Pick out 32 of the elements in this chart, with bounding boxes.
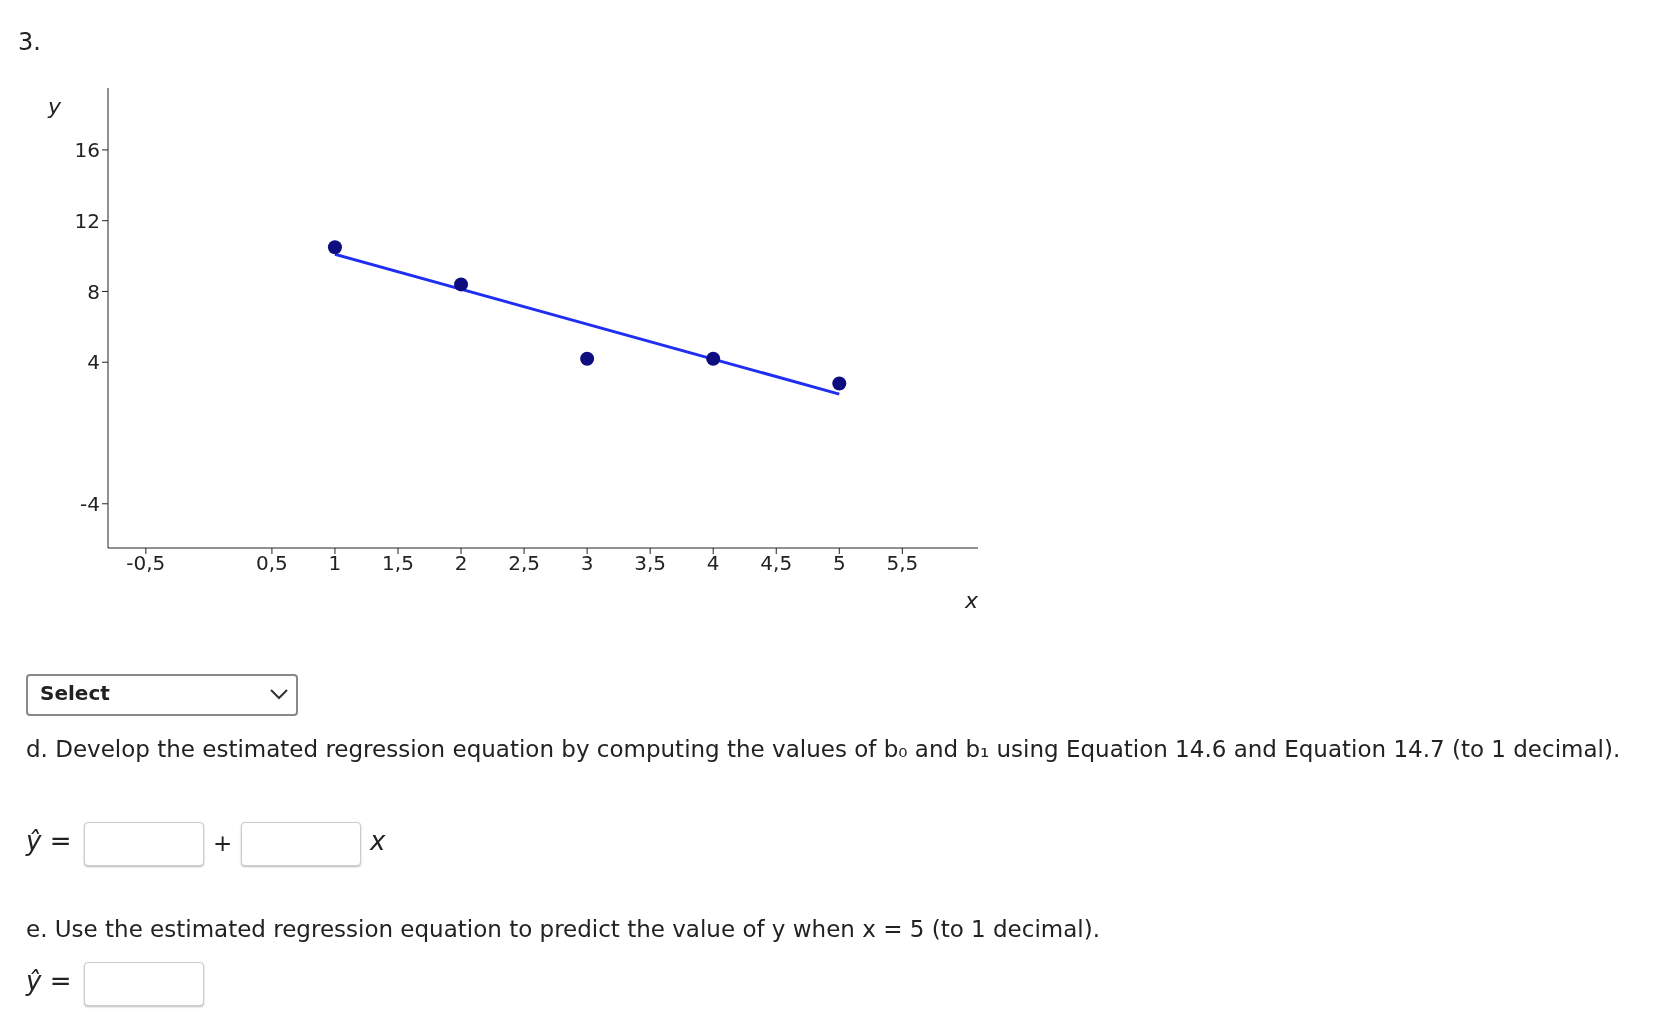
point <box>706 351 721 366</box>
point <box>580 351 595 366</box>
y-axis-title: y <box>47 93 62 119</box>
text: ŷ = <box>26 966 72 996</box>
text: ŷ = <box>26 826 72 856</box>
y-tick-label: -4 <box>80 491 100 516</box>
y-tick-label: 8 <box>87 279 100 304</box>
text: 3. <box>18 28 41 56</box>
text: d. Develop the estimated regression equation by computing the values of b₀ and b₁ using Equation 14.6 and Equation 14.7 (to 1 decimal). <box>26 735 1622 764</box>
x-tick-label: 5,5 <box>886 551 919 576</box>
x-tick-label: 0,5 <box>256 551 288 576</box>
x-tick-label: 1 <box>328 551 342 576</box>
y-tick-label: 4 <box>87 350 100 375</box>
point <box>832 376 847 391</box>
x-tick-label: 2 <box>454 551 468 576</box>
x-tick-label: -0,5 <box>126 551 166 576</box>
x-tick-label: 4,5 <box>760 551 793 576</box>
point <box>327 240 342 255</box>
text: x <box>370 826 386 856</box>
x-tick-label: 3,5 <box>634 551 667 576</box>
y-tick-label: 16 <box>74 138 100 163</box>
text: e. Use the estimated regression equation to predict the value of y when x = 5 (to 1 decimal). <box>26 916 1100 942</box>
x-tick-label: 5 <box>832 551 846 576</box>
text: + <box>213 830 233 856</box>
text: Select <box>40 681 110 705</box>
x-tick-label: 4 <box>706 551 720 576</box>
y-tick-label: 12 <box>74 208 100 233</box>
point <box>454 277 469 292</box>
x-tick-label: 3 <box>580 551 594 576</box>
x-tick-label: 1,5 <box>382 551 414 576</box>
x-tick-label: 2,5 <box>508 551 540 576</box>
x-axis-title: x <box>963 588 979 613</box>
